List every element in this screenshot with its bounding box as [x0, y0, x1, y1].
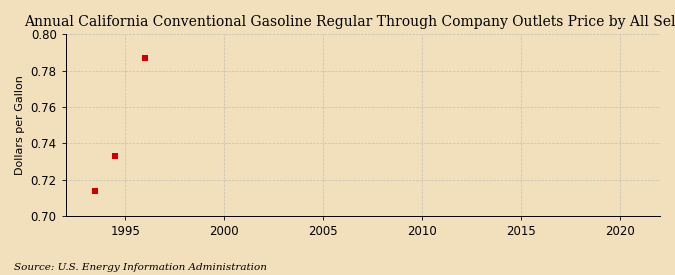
Y-axis label: Dollars per Gallon: Dollars per Gallon	[15, 75, 25, 175]
Text: Source: U.S. Energy Information Administration: Source: U.S. Energy Information Administ…	[14, 263, 267, 272]
Point	[90, 188, 101, 193]
Point	[140, 56, 151, 60]
Title: Annual California Conventional Gasoline Regular Through Company Outlets Price by: Annual California Conventional Gasoline …	[24, 15, 675, 29]
Point	[110, 154, 121, 158]
